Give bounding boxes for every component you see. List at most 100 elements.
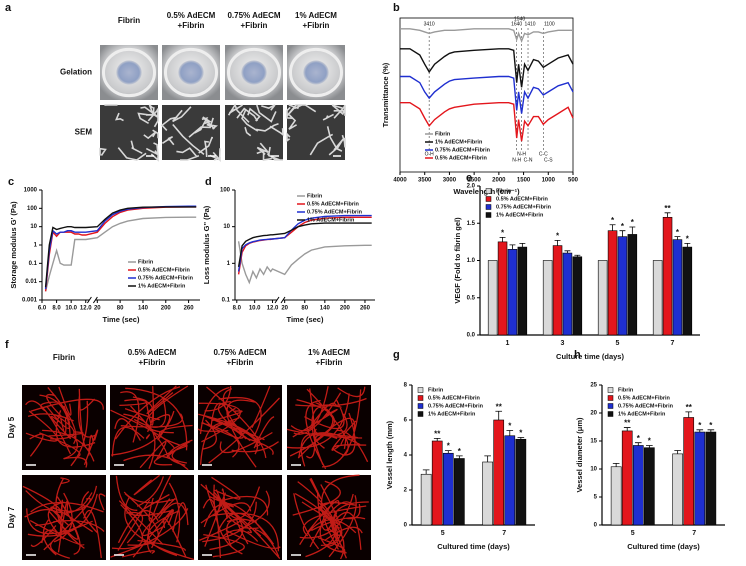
x-tick-label: 4000 (393, 178, 407, 184)
x-tick-label: 1 (506, 340, 510, 347)
panel-label: e (466, 172, 472, 184)
panel-label: h (574, 349, 581, 361)
column-header: +Fibrin (241, 21, 268, 30)
row-label: Day 5 (7, 416, 16, 438)
legend-label: 0.75% AdECM+Fibrin (618, 403, 674, 409)
y-axis-title: Vessel diameter (μm) (575, 417, 584, 493)
y-tick-label: 20 (590, 411, 597, 417)
error-bar (619, 230, 626, 237)
y-axis-title: VEGF (Fold to fibrin gel) (453, 217, 462, 304)
legend-label: 0.5% AdECM+Fibrin (435, 155, 488, 161)
y-tick-label: 1 (227, 261, 231, 267)
x-tick-label: 12.0 (267, 306, 279, 312)
x-tick-label: 10.0 (65, 306, 77, 312)
series-line (44, 206, 197, 292)
y-tick-label: 0 (594, 523, 598, 529)
significance-label: ** (624, 419, 631, 428)
sem-photo (225, 105, 283, 160)
y-tick-label: 5 (594, 495, 598, 501)
vessel-network (22, 477, 106, 559)
significance-label: * (447, 442, 451, 451)
significance-label: * (621, 222, 625, 231)
column-header: 0.5% AdECM (167, 11, 216, 20)
column-header: +Fibrin (178, 21, 205, 30)
column-header: 0.75% AdECM (213, 348, 266, 357)
significance-label: ** (496, 402, 503, 411)
bar (487, 260, 498, 336)
x-axis-title: Time (sec) (287, 315, 324, 324)
column-header: 1% AdECM (308, 348, 350, 357)
error-bar (422, 469, 430, 475)
bar (672, 453, 683, 526)
bar (572, 256, 583, 336)
peak-label: 1640 (511, 21, 522, 27)
axis-break (92, 296, 98, 304)
legend-swatch (417, 387, 424, 393)
y-tick-label: 8 (404, 383, 408, 389)
significance-label: * (556, 231, 560, 240)
legend-label: 0.5% AdECM+Fibrin (138, 267, 191, 273)
legend-label: 1% AdECM+Fibrin (435, 139, 483, 145)
x-tick-label: 20 (94, 306, 101, 312)
legend-swatch (485, 196, 492, 202)
legend-label: 1% AdECM+Fibrin (428, 411, 476, 417)
x-tick-label: 1500 (517, 178, 531, 184)
panel-label: c (8, 176, 14, 188)
column-header: Fibrin (118, 16, 140, 25)
vessel-network (110, 385, 193, 471)
bar (562, 252, 573, 336)
bar (632, 445, 644, 526)
legend-label: Fibrin (307, 193, 323, 199)
x-tick-label: 200 (340, 306, 351, 312)
x-tick-label: 140 (320, 306, 331, 312)
gel-rim (163, 47, 219, 98)
panel-label: b (393, 2, 400, 14)
bar (652, 260, 663, 336)
x-tick-label: 200 (161, 306, 172, 312)
x-tick-label: 7 (692, 530, 696, 537)
legend-label: 1% AdECM+Fibrin (618, 411, 666, 417)
y-tick-label: 1 (34, 243, 38, 249)
bar (515, 438, 527, 526)
x-tick-label: 80 (117, 306, 124, 312)
peak-label: 1410 (524, 21, 535, 27)
significance-label: ** (686, 403, 693, 412)
y-tick-label: 0.1 (222, 298, 231, 304)
sem-photo (287, 105, 345, 160)
bond-label: C-C (539, 151, 548, 157)
x-tick-label: 7 (671, 340, 675, 347)
bond-label: C-S (544, 157, 553, 163)
x-tick-label: 260 (360, 306, 371, 312)
legend-swatch (607, 411, 614, 417)
legend-swatch (485, 204, 492, 210)
significance-label: * (611, 216, 615, 225)
significance-label: * (508, 422, 512, 431)
x-tick-label: 80 (301, 306, 308, 312)
y-tick-label: 1000 (24, 188, 38, 194)
error-bar (664, 212, 671, 218)
sem-photo (100, 105, 158, 160)
bar (705, 431, 717, 526)
legend-label: 1% AdECM+Fibrin (138, 283, 186, 289)
error-bar (574, 254, 581, 257)
y-tick-label: 25 (590, 383, 597, 389)
panel-label: d (205, 176, 212, 188)
error-bar (554, 239, 561, 246)
error-bar (484, 455, 491, 462)
panel-label: g (393, 349, 400, 361)
significance-label: * (686, 234, 690, 243)
vessel-network (199, 476, 281, 560)
error-bar (684, 242, 691, 248)
column-header: Fibrin (53, 353, 75, 362)
series-line (44, 206, 197, 288)
row-label: Day 7 (7, 506, 16, 528)
error-bar (707, 429, 715, 433)
y-tick-label: 0.5 (467, 295, 476, 301)
axis-break (86, 296, 92, 304)
x-tick-label: 7 (502, 530, 506, 537)
bar (597, 260, 608, 336)
bar (442, 452, 454, 526)
bond-label: N-H (512, 157, 521, 163)
series-line (237, 214, 372, 272)
bar (607, 230, 618, 336)
